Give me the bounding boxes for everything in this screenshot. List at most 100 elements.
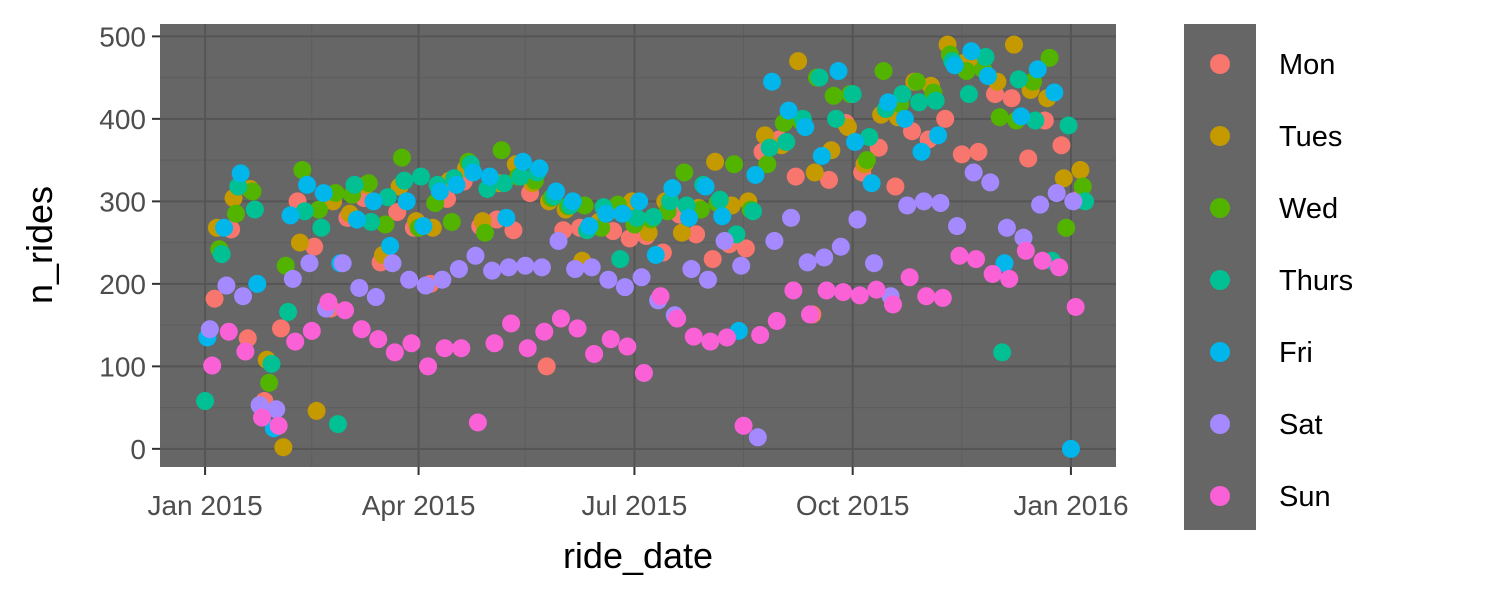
data-point xyxy=(1052,136,1071,155)
data-point xyxy=(480,167,499,186)
legend-key xyxy=(1210,486,1230,506)
x-tick-label: Apr 2015 xyxy=(362,490,476,521)
data-point xyxy=(976,47,995,66)
data-point xyxy=(767,311,786,330)
data-point xyxy=(668,309,687,328)
data-point xyxy=(860,128,879,147)
legend-label: Wed xyxy=(1279,193,1338,225)
data-point xyxy=(995,254,1014,273)
data-point xyxy=(305,237,324,256)
data-point xyxy=(601,330,620,349)
data-point xyxy=(383,254,402,273)
data-point xyxy=(307,401,326,420)
data-point xyxy=(267,400,286,419)
data-point xyxy=(862,174,881,193)
data-point xyxy=(948,217,967,236)
data-point xyxy=(430,182,449,201)
data-point xyxy=(1040,48,1059,67)
data-point xyxy=(936,109,955,128)
data-point xyxy=(810,68,829,87)
data-point xyxy=(952,145,971,164)
data-point xyxy=(682,260,701,279)
legend-label: Thurs xyxy=(1279,265,1353,297)
data-point xyxy=(494,174,513,193)
data-point xyxy=(447,175,466,194)
y-tick-label: 200 xyxy=(99,269,146,300)
data-point xyxy=(1047,184,1066,203)
data-point xyxy=(366,288,385,307)
legend-item: Sun xyxy=(1210,481,1331,513)
data-point xyxy=(893,85,912,104)
data-point xyxy=(1028,60,1047,79)
data-point xyxy=(879,93,898,112)
data-point xyxy=(215,218,234,237)
data-point xyxy=(260,373,279,392)
data-point xyxy=(962,42,981,61)
x-axis: Jan 2015 Apr 2015 Jul 2015 Oct 2015 Jan 2016 xyxy=(147,467,1129,521)
data-point xyxy=(1059,116,1078,135)
data-point xyxy=(983,264,1002,283)
data-point xyxy=(981,173,1000,192)
data-point xyxy=(464,163,483,182)
data-point xyxy=(599,270,618,289)
data-point xyxy=(395,171,414,190)
data-point xyxy=(1064,192,1083,211)
data-point xyxy=(1057,218,1076,237)
data-point xyxy=(419,357,438,376)
data-point xyxy=(736,239,755,258)
data-point xyxy=(672,223,691,242)
data-point xyxy=(293,161,312,180)
data-point xyxy=(475,223,494,242)
data-point xyxy=(867,280,886,299)
data-point xyxy=(314,184,333,203)
data-point xyxy=(751,326,770,345)
data-point xyxy=(789,52,808,71)
data-point xyxy=(746,165,765,184)
data-point xyxy=(283,269,302,288)
data-point xyxy=(580,217,599,236)
data-point xyxy=(710,190,729,209)
data-point xyxy=(884,295,903,314)
data-point xyxy=(703,250,722,269)
data-point xyxy=(779,101,798,120)
data-point xyxy=(196,392,215,411)
data-point xyxy=(300,254,319,273)
legend-key xyxy=(1210,414,1230,434)
data-point xyxy=(518,339,537,358)
data-point xyxy=(385,343,404,362)
data-point xyxy=(663,179,682,198)
data-point xyxy=(212,245,231,264)
data-point xyxy=(234,287,253,306)
legend-label: Tues xyxy=(1279,121,1342,153)
data-point xyxy=(243,182,262,201)
data-point xyxy=(362,212,381,231)
data-point xyxy=(309,200,328,219)
data-point xyxy=(563,192,582,211)
data-point xyxy=(381,236,400,255)
data-points xyxy=(196,35,1095,458)
data-point xyxy=(696,177,715,196)
data-point xyxy=(549,231,568,250)
data-point xyxy=(760,138,779,157)
data-point xyxy=(765,231,784,250)
data-point xyxy=(492,141,511,160)
data-point xyxy=(895,109,914,128)
data-point xyxy=(993,343,1012,362)
data-point xyxy=(1054,169,1073,188)
data-point xyxy=(967,250,986,269)
data-point xyxy=(328,415,347,434)
data-point xyxy=(819,170,838,189)
legend-label: Sat xyxy=(1279,409,1323,441)
data-point xyxy=(933,288,952,307)
data-point xyxy=(535,322,554,341)
data-point xyxy=(815,248,834,267)
data-point xyxy=(1073,177,1092,196)
data-point xyxy=(978,66,997,85)
data-point xyxy=(203,356,222,375)
data-point xyxy=(632,268,651,287)
data-point xyxy=(850,286,869,305)
data-point xyxy=(634,363,653,382)
series-sun xyxy=(203,241,1085,435)
